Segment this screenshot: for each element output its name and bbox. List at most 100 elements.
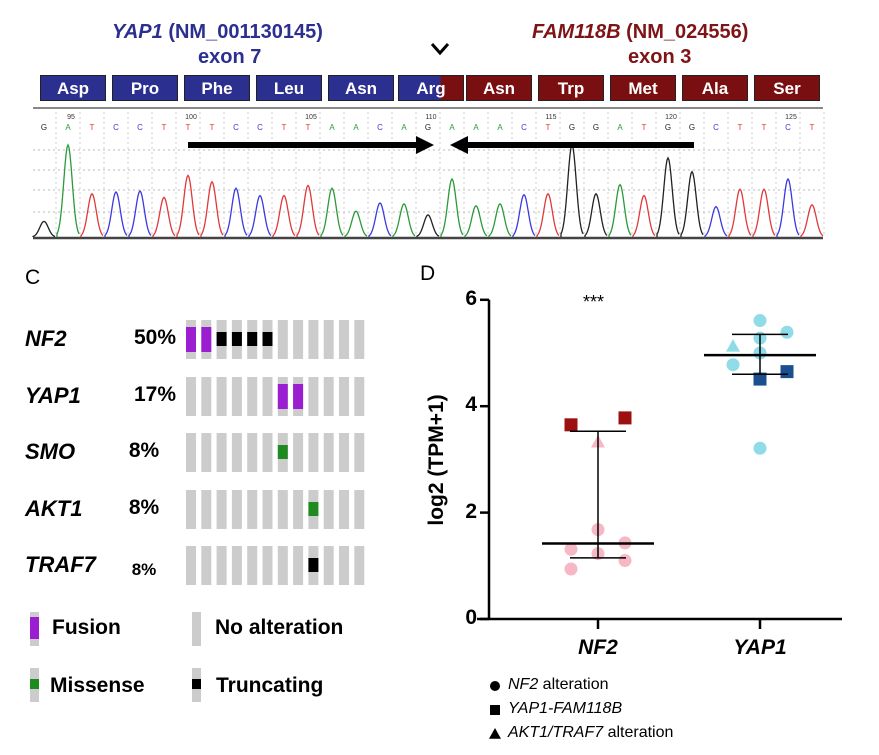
oncoprint-cell <box>186 490 196 529</box>
amino-acid-trp: Trp <box>538 75 604 101</box>
legend-swatch-truncating-fill <box>192 679 201 689</box>
fam118b-accession: (NM_024556) <box>626 21 749 43</box>
base-call-A: A <box>65 123 71 132</box>
oncoprint-cell <box>323 490 334 529</box>
legend-circle-icon <box>490 681 500 691</box>
trace-peak-G <box>32 220 56 238</box>
trace-peak-C <box>368 202 392 237</box>
oncoprint-cell <box>277 490 288 529</box>
oncoprint-cell <box>186 433 196 472</box>
base-call-T: T <box>282 123 287 132</box>
oncoprint-truncating <box>262 332 273 346</box>
oncoprint-cell <box>293 320 304 359</box>
amino-acid-arg: Arg <box>398 75 464 101</box>
base-call-T: T <box>546 123 551 132</box>
oncoprint-fusion <box>201 327 212 352</box>
oncoprint-cell <box>339 433 349 472</box>
base-call-T: T <box>810 123 815 132</box>
position-label: 120 <box>665 114 677 121</box>
base-call-A: A <box>329 123 335 132</box>
base-call-T: T <box>738 123 743 132</box>
position-label: 105 <box>305 114 317 121</box>
position-label: 110 <box>425 114 436 121</box>
oncoprint-cell <box>262 377 273 416</box>
oncoprint-cell <box>293 490 304 529</box>
x-tick-label-yap1: YAP1 <box>733 636 787 659</box>
trace-peak-A <box>464 204 488 237</box>
oncoprint-cell <box>308 433 319 472</box>
oncoprint-gene-traf7: TRAF7 <box>25 552 96 577</box>
trace-peak-T <box>176 174 200 237</box>
chevron-down-icon <box>430 43 450 56</box>
base-call-C: C <box>257 123 263 132</box>
fam118b-gene-name: FAM118B <box>532 21 621 43</box>
trace-peak-A <box>344 210 368 237</box>
position-label: 125 <box>785 114 797 121</box>
trace-peak-C <box>512 193 536 237</box>
base-call-C: C <box>113 123 119 132</box>
oncoprint-cell <box>354 377 365 416</box>
trace-peak-T <box>728 188 752 237</box>
panel-d-label: D <box>420 262 436 285</box>
oncoprint-cell <box>323 433 334 472</box>
data-point-nf2-square <box>564 418 578 432</box>
oncoprint-cell <box>231 490 242 529</box>
base-call-C: C <box>233 123 239 132</box>
legend-swatch-fusion-fill <box>30 617 39 639</box>
oncoprint-cell <box>339 490 349 529</box>
base-call-G: G <box>665 123 671 132</box>
oncoprint-cell <box>293 433 304 472</box>
data-point-nf2-circle <box>564 542 578 556</box>
oncoprint-cell <box>231 377 242 416</box>
oncoprint-cell <box>308 320 319 359</box>
base-call-T: T <box>90 123 95 132</box>
oncoprint-cell <box>277 320 288 359</box>
oncoprint-gene-smo: SMO <box>25 439 76 464</box>
trace-peak-A <box>608 183 632 237</box>
legend-entry-square: YAP1-FAM118B <box>508 700 622 718</box>
legend-missense: Missense <box>50 674 145 697</box>
trace-peak-G <box>680 170 704 237</box>
trace-peak-T <box>752 188 776 237</box>
amino-acid-pro: Pro <box>112 75 178 101</box>
trace-peak-T <box>296 184 320 237</box>
legend-triangle-icon <box>489 728 501 739</box>
yap1-gene-name: YAP1 <box>112 21 163 43</box>
base-call-T: T <box>762 123 767 132</box>
trace-peak-C <box>128 189 152 237</box>
legend-text: alteration <box>538 676 609 693</box>
data-point-nf2-circle <box>564 562 578 576</box>
legend-italic-text: NF2 <box>508 676 539 693</box>
base-call-A: A <box>449 123 455 132</box>
amino-acid-leu: Leu <box>256 75 322 101</box>
oncoprint-percent: 17% <box>133 383 176 406</box>
legend-square-icon <box>490 705 500 715</box>
y-tick-label: 2 <box>465 499 477 523</box>
yap1-accession: (NM_001130145) <box>168 21 323 43</box>
significance-label: *** <box>583 292 605 312</box>
oncoprint-percent: 8% <box>131 560 157 579</box>
trace-peak-T <box>632 194 656 237</box>
base-call-T: T <box>306 123 311 132</box>
oncoprint-cell <box>231 433 242 472</box>
base-call-A: A <box>617 123 623 132</box>
trace-peak-T <box>800 203 824 237</box>
yap1-exon: exon 7 <box>198 46 262 68</box>
oncoprint-gene-akt1: AKT1 <box>25 496 83 521</box>
oncoprint-cell <box>186 546 196 585</box>
trace-peak-C <box>248 194 272 237</box>
trace-peak-C <box>224 187 248 237</box>
oncoprint-gene-yap1: YAP1 <box>25 383 81 408</box>
oncoprint-cell <box>308 377 319 416</box>
oncoprint-gene-nf2: NF2 <box>25 326 67 351</box>
trace-peak-G <box>584 192 608 237</box>
base-call-G: G <box>569 123 575 132</box>
base-call-T: T <box>186 123 191 132</box>
amino-acid-ala: Ala <box>682 75 748 101</box>
legend-swatch-missense-fill <box>30 679 39 689</box>
oncoprint-cell <box>201 490 212 529</box>
oncoprint-truncating <box>216 332 227 346</box>
oncoprint-cell <box>216 433 227 472</box>
oncoprint-cell <box>262 490 273 529</box>
